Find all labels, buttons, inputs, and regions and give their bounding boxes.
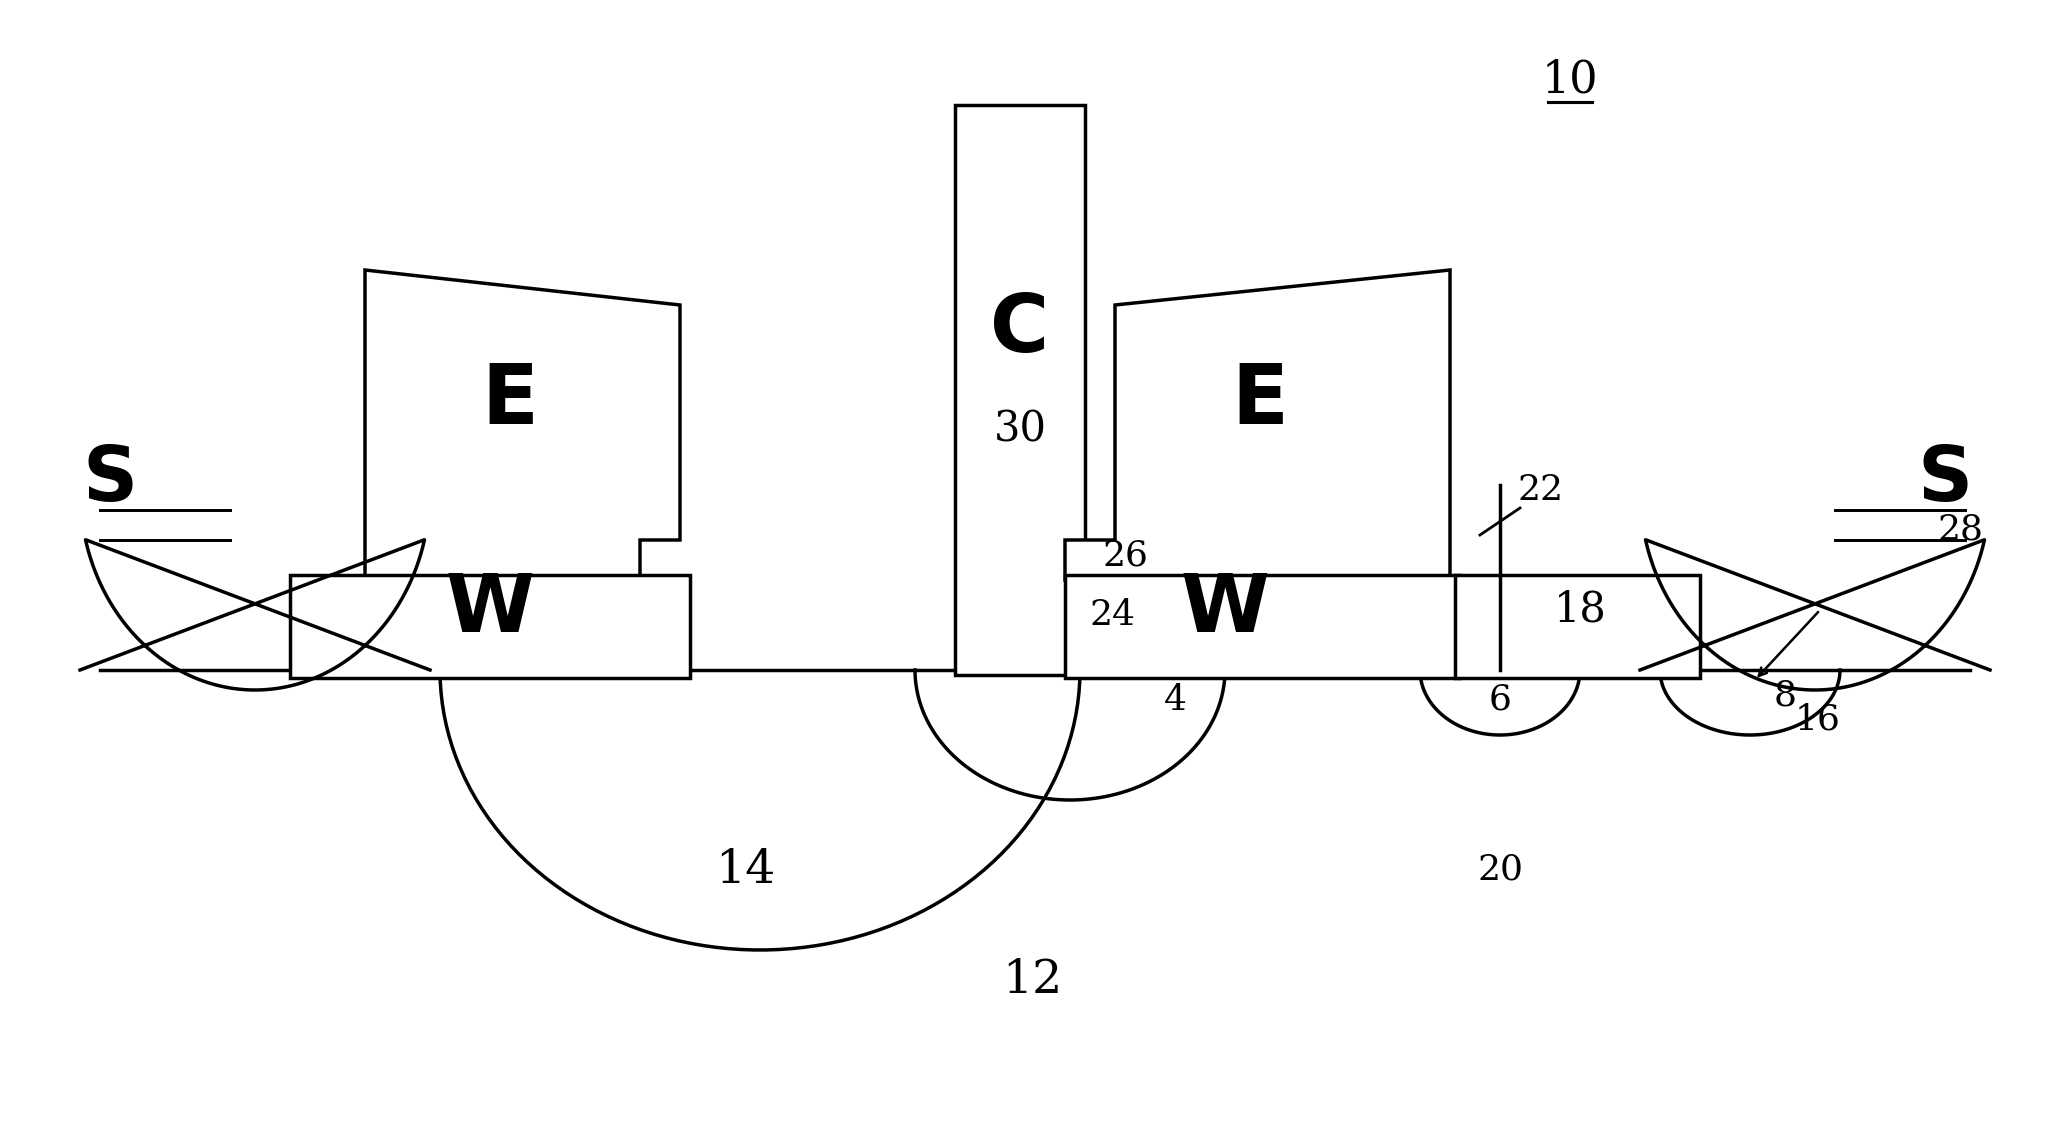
Text: 6: 6 <box>1489 683 1512 717</box>
Text: 14: 14 <box>714 848 774 893</box>
Text: C: C <box>991 291 1049 369</box>
Polygon shape <box>1066 271 1450 670</box>
Text: 16: 16 <box>1794 703 1840 737</box>
Polygon shape <box>1066 575 1460 678</box>
Text: 30: 30 <box>993 409 1047 451</box>
Text: S: S <box>83 443 138 517</box>
Text: 28: 28 <box>1937 513 1982 547</box>
Text: W: W <box>446 571 535 649</box>
Text: 22: 22 <box>1518 473 1563 507</box>
Polygon shape <box>289 575 690 678</box>
Text: 12: 12 <box>1002 958 1061 1003</box>
Text: 18: 18 <box>1553 589 1607 631</box>
Text: E: E <box>1231 360 1289 440</box>
Text: 24: 24 <box>1090 598 1136 632</box>
Polygon shape <box>1456 575 1699 678</box>
Text: 8: 8 <box>1774 678 1797 712</box>
Text: 10: 10 <box>1543 59 1598 102</box>
Text: W: W <box>1181 571 1270 649</box>
Text: 20: 20 <box>1476 854 1524 887</box>
Polygon shape <box>954 105 1084 675</box>
Polygon shape <box>366 271 679 670</box>
Text: 4: 4 <box>1163 683 1187 717</box>
Text: S: S <box>1918 443 1972 517</box>
Text: 26: 26 <box>1103 538 1148 572</box>
Text: E: E <box>481 360 539 440</box>
